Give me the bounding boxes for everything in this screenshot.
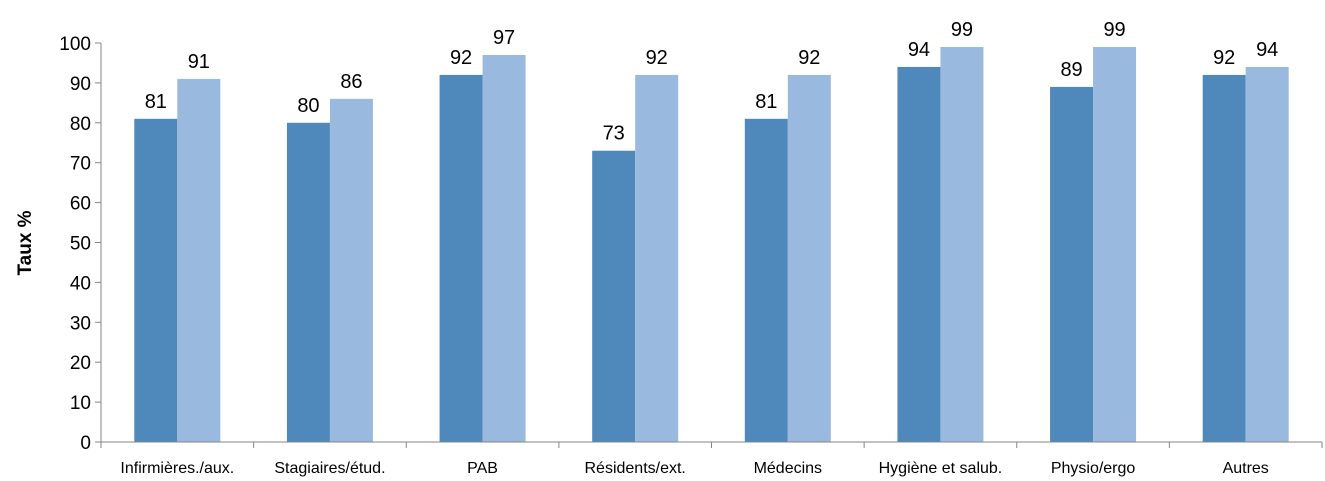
x-tick-label: Physio/ergo: [1051, 460, 1136, 477]
bar-series-1: [592, 150, 636, 443]
y-axis-title: Taux %: [15, 210, 36, 275]
bar-series-1: [439, 74, 483, 443]
bar-series-1: [134, 118, 178, 442]
y-tick-label: 30: [70, 313, 91, 334]
y-tick-label: 50: [70, 234, 91, 255]
x-tick-label: Hygiène et salub.: [879, 460, 1003, 477]
bar-series-1: [744, 118, 788, 442]
data-label: 92: [1213, 47, 1235, 69]
bar-series-2: [940, 46, 984, 443]
y-tick-label: 90: [70, 74, 91, 95]
data-label: 89: [1060, 59, 1082, 81]
bar-series-1: [286, 122, 330, 443]
x-tick-label: Autres: [1223, 460, 1269, 477]
bar-series-2: [1093, 46, 1137, 443]
y-tick-label: 40: [70, 273, 91, 294]
y-tick-label: 20: [70, 353, 91, 374]
data-label: 94: [1256, 39, 1278, 61]
bar-series-2: [482, 54, 526, 442]
data-label: 81: [755, 91, 777, 113]
data-label: 92: [450, 47, 472, 69]
bar-series-2: [787, 74, 831, 443]
bar-series-1: [1202, 74, 1246, 443]
x-tick-label: Médecins: [754, 460, 822, 477]
bar-series-1: [897, 66, 941, 442]
data-label: 73: [603, 123, 625, 145]
data-label: 80: [297, 95, 319, 117]
bar-series-2: [329, 98, 373, 443]
bar-series-2: [1245, 66, 1289, 442]
y-tick-label: 80: [70, 114, 91, 135]
data-label: 99: [951, 19, 973, 41]
data-label: 99: [1103, 19, 1125, 41]
data-label: 94: [908, 39, 930, 61]
plot-area: 81 80 92 73 81 94 89 92 91 86 97 92 92 99 99 94 0 10 20 30 4…: [59, 19, 1323, 477]
x-tick-label: Résidents/ext.: [584, 460, 685, 477]
bar-series-1: [1050, 86, 1094, 442]
y-tick-label: 10: [70, 393, 91, 414]
data-label: 92: [646, 47, 668, 69]
y-tick-label: 100: [59, 34, 91, 55]
data-label: 92: [798, 47, 820, 69]
y-tick-label: 0: [80, 433, 91, 454]
x-tick-label: Infirmières./aux.: [120, 460, 234, 477]
bar-series-2: [177, 78, 221, 442]
y-tick-label: 60: [70, 194, 91, 215]
x-tick-label: Stagiaires/étud.: [274, 460, 385, 477]
data-label: 91: [188, 51, 210, 73]
x-tick-label: PAB: [467, 460, 498, 477]
data-label: 86: [340, 71, 362, 93]
data-label: 81: [145, 91, 167, 113]
y-tick-label: 70: [70, 154, 91, 175]
bar-series-2: [635, 74, 679, 443]
data-label: 97: [493, 27, 515, 49]
